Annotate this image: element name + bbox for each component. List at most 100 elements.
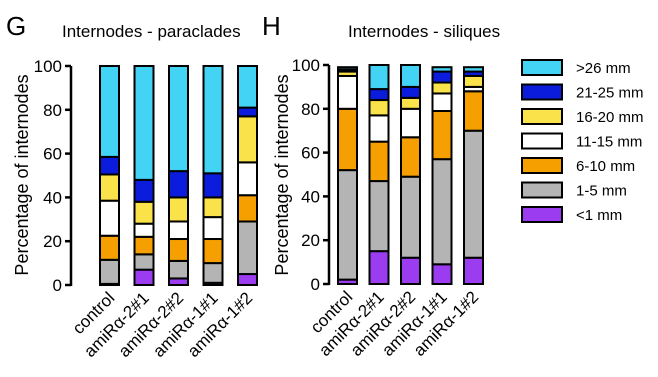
g-bar-segment [202, 65, 224, 175]
g-y-tick-label: 60 [43, 145, 62, 164]
panel-g-plot-area: 020406080100controlamiRα-2#1amiRα-2#2ami… [34, 57, 258, 361]
h-bar-segment [431, 263, 453, 286]
legend-swatch [521, 181, 563, 199]
h-y-tick-label: 0 [311, 275, 320, 294]
legend-label: 6-10 mm [576, 158, 635, 175]
g-bar-segment [237, 161, 258, 197]
legend-label: 16-20 mm [576, 109, 644, 126]
h-bar-segment [368, 114, 390, 143]
h-y-tick-label: 40 [301, 187, 320, 206]
h-bar-segment [431, 109, 453, 161]
g-y-tick-label: 0 [53, 276, 62, 295]
g-bar-segment [133, 268, 155, 287]
h-bar-segment [431, 66, 453, 73]
h-bar-segment [463, 74, 484, 88]
g-bar-segment [202, 196, 224, 219]
panel-g: G Internodes - paraclades Percentage of … [6, 11, 258, 361]
g-y-tick-label: 100 [34, 57, 62, 76]
h-bar-segment [337, 74, 358, 110]
h-bar-segment [463, 256, 484, 286]
g-bar-segment [202, 238, 224, 265]
g-bar-segment [133, 235, 155, 256]
h-bar-segment [400, 64, 421, 88]
panel-h-y-axis-label: Percentage of internodes [272, 74, 292, 275]
h-bar-segment [400, 96, 421, 110]
h-bar-segment [463, 90, 484, 132]
g-bar-segment [168, 65, 189, 173]
legend-label: 1-5 mm [576, 183, 627, 200]
h-bar-segment [368, 99, 390, 117]
legend-label: <1 mm [576, 207, 622, 224]
g-bar-segment [237, 273, 258, 286]
g-bar-segment [168, 220, 189, 241]
h-bar-segment [400, 136, 421, 178]
h-bar-segment [400, 85, 421, 99]
g-bar-segment [99, 199, 120, 237]
h-y-tick-label: 20 [301, 231, 320, 250]
g-y-tick-label: 20 [43, 232, 62, 251]
legend-label: 21-25 mm [576, 85, 644, 102]
legend-swatch [521, 108, 563, 125]
legend-swatch [521, 59, 563, 76]
panel-g-y-axis-label: Percentage of internodes [12, 74, 32, 275]
h-bar-segment [368, 88, 390, 102]
legend-swatch [521, 157, 563, 174]
legend: >26 mm 21-25 mm 16-20 mm 11-15 mm 6-10 mm 1-5… [521, 59, 644, 224]
h-y-tick-label: 100 [292, 56, 320, 75]
h-bar-segment [337, 169, 358, 281]
g-bar-segment [237, 115, 258, 164]
g-bar-segment [133, 178, 155, 203]
h-bar-segment [368, 140, 390, 183]
g-bar-segment [99, 258, 120, 285]
legend-swatch [521, 83, 563, 101]
panel-h: H Internodes - siliques Percentage of in… [262, 11, 500, 360]
g-bar-segment [168, 196, 189, 223]
h-bar-segment [368, 180, 390, 253]
panel-h-plot-area: 020406080100controlamiRα-2#1amiRα-2#2ami… [292, 56, 484, 360]
h-bar-segment [337, 66, 358, 71]
legend-swatch [521, 206, 563, 223]
g-y-tick-label: 40 [43, 188, 62, 207]
g-bar-segment [99, 173, 120, 202]
panel-h-title: Internodes - siliques [348, 22, 500, 41]
g-bar-segment [237, 106, 258, 118]
h-bar-segment [431, 81, 453, 95]
panel-g-title: Internodes - paraclades [62, 22, 241, 41]
h-bar-segment [400, 175, 421, 259]
h-bar-segment [431, 92, 453, 112]
h-bar-segment [463, 129, 484, 259]
h-bar-segment [463, 66, 484, 73]
g-bar-segment [168, 170, 189, 199]
g-bar-segment [133, 222, 155, 238]
g-bar-segment [99, 155, 120, 176]
legend-swatch [521, 132, 563, 150]
g-bar-segment [168, 238, 189, 262]
g-bar-segment [202, 262, 224, 284]
h-bar-segment [368, 250, 390, 285]
h-bar-segment [431, 70, 453, 84]
h-bar-segment [337, 107, 358, 172]
g-bar-segment [99, 234, 120, 261]
legend-label: >26 mm [576, 60, 631, 77]
g-bar-segment [133, 200, 155, 225]
legend-label: 11-15 mm [576, 134, 642, 151]
panel-g-letter: G [6, 11, 26, 41]
g-y-tick-label: 80 [43, 101, 62, 120]
h-bar-segment [400, 107, 421, 139]
h-bar-segment [431, 158, 453, 266]
g-bar-segment [237, 194, 258, 223]
h-y-tick-label: 60 [301, 144, 320, 163]
g-bar-segment [99, 65, 120, 158]
g-bar-segment [237, 220, 258, 276]
h-bar-segment [400, 256, 421, 286]
h-bar-segment [368, 64, 390, 91]
g-bar-segment [237, 65, 258, 109]
h-y-tick-label: 80 [301, 100, 320, 119]
g-bar-segment [168, 259, 189, 280]
g-bar-segment [133, 253, 155, 271]
g-bar-segment [202, 172, 224, 199]
g-bar-segment [133, 65, 155, 181]
g-bar-segment [202, 216, 224, 241]
panel-h-letter: H [262, 11, 281, 41]
